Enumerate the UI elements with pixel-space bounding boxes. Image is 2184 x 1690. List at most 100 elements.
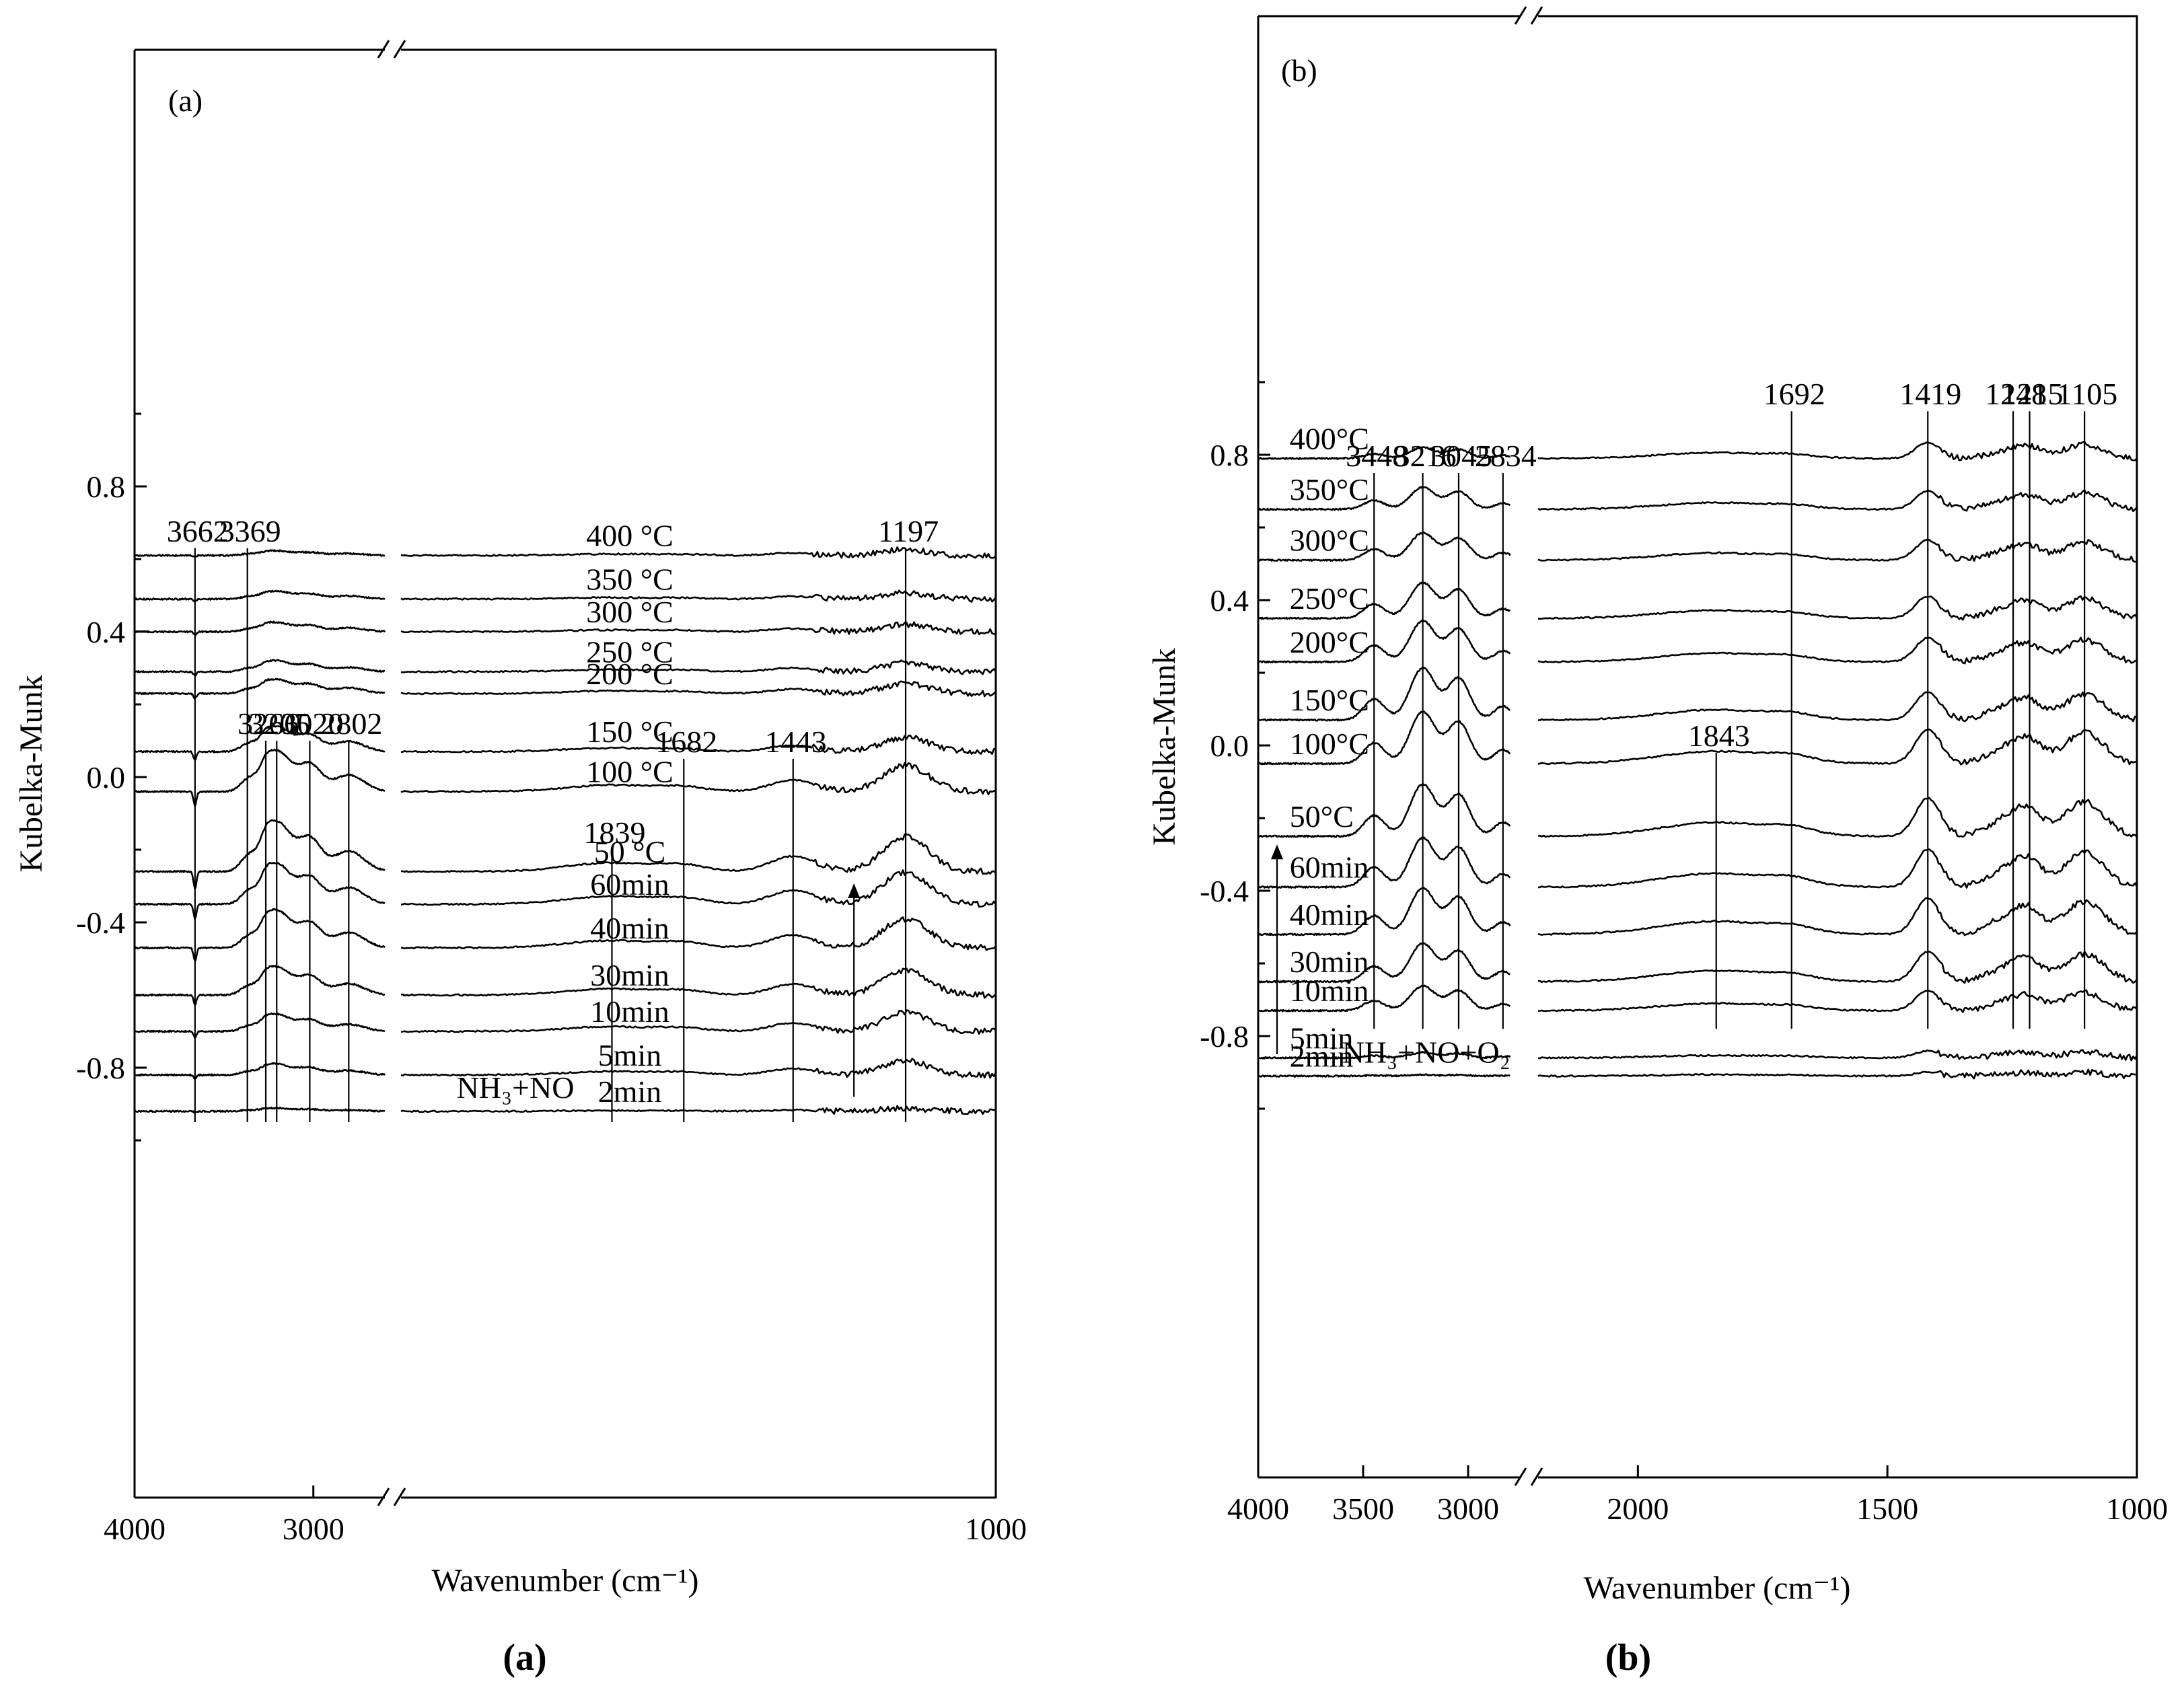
axis-frame-a bbox=[135, 48, 997, 1499]
series-label-a-13: 400 °C bbox=[586, 519, 674, 553]
spectrum-b-2-high bbox=[1258, 984, 1510, 1013]
y-axis-label-b: Kubelka-Munk bbox=[1146, 648, 1182, 845]
spectrum-b-8-high bbox=[1258, 666, 1510, 722]
series-label-a-5: 60min bbox=[590, 867, 669, 902]
spectrum-a-8-low bbox=[400, 735, 996, 755]
peak-label-a-6: 1839 bbox=[583, 815, 645, 850]
spectrum-b-5-low bbox=[1537, 848, 2138, 889]
spectrum-b-0-low bbox=[1537, 1068, 2138, 1080]
spectrum-a-0-low bbox=[400, 1105, 996, 1115]
series-label-a-7: 100 °C bbox=[586, 755, 674, 789]
x-tick-label-a-0: 4000 bbox=[104, 1512, 166, 1546]
spectrum-b-8-low bbox=[1537, 691, 2137, 723]
spectrum-b-0-high bbox=[1258, 1073, 1510, 1078]
series-label-b-5: 60min bbox=[1290, 850, 1369, 885]
x-tick-label-b-4: 1500 bbox=[1856, 1492, 1918, 1526]
caption-a: (a) bbox=[503, 1637, 546, 1679]
spectrum-a-4-high bbox=[134, 908, 386, 961]
y-tick-label-a-1: 0.4 bbox=[87, 615, 126, 649]
gas-label-b: NH₃+NO+O₂ bbox=[1342, 1035, 1510, 1069]
series-label-b-11: 300°C bbox=[1290, 523, 1369, 558]
peak-label-b-7: 1248 bbox=[1985, 377, 2047, 411]
series-label-b-7: 100°C bbox=[1290, 727, 1369, 761]
series-label-b-4: 40min bbox=[1290, 897, 1369, 932]
peak-label-a-3: 3205 bbox=[248, 706, 310, 741]
series-label-b-1: 5min bbox=[1290, 1021, 1354, 1055]
x-tick-label-a-1: 3000 bbox=[283, 1512, 344, 1546]
spectrum-a-1-high bbox=[134, 1062, 386, 1080]
peak-label-a-4: 3020 bbox=[281, 706, 343, 741]
series-label-a-11: 300 °C bbox=[586, 595, 674, 629]
spectrum-b-5-high bbox=[1258, 836, 1511, 889]
spectrum-a-12-low bbox=[400, 589, 997, 603]
y-tick-label-b-1: 0.4 bbox=[1210, 583, 1249, 618]
x-tick-label-a-2: 1000 bbox=[965, 1512, 1027, 1546]
series-label-b-9: 200°C bbox=[1290, 625, 1369, 659]
series-label-a-9: 200 °C bbox=[586, 657, 674, 691]
series-label-a-3: 30min bbox=[590, 958, 669, 992]
series-label-b-13: 400°C bbox=[1290, 421, 1369, 455]
gas-label-a: NH₃+NO bbox=[457, 1070, 575, 1105]
y-tick-label-b-3: -0.4 bbox=[1200, 874, 1249, 908]
spectrum-b-1-high bbox=[1258, 1051, 1511, 1060]
peak-label-b-5: 1692 bbox=[1763, 377, 1825, 411]
spectrum-a-7-high bbox=[134, 748, 386, 807]
spectrum-a-11-low bbox=[400, 621, 996, 636]
spectrum-b-12-low bbox=[1537, 489, 2138, 513]
x-tick-label-b-3: 2000 bbox=[1607, 1492, 1669, 1526]
spectrum-b-13-high bbox=[1258, 446, 1511, 460]
series-label-b-6: 50°C bbox=[1290, 799, 1354, 834]
spectrum-b-9-high bbox=[1258, 620, 1511, 664]
series-label-a-6: 50 °C bbox=[594, 834, 666, 869]
series-label-b-10: 250°C bbox=[1290, 581, 1369, 616]
spectrum-b-3-high bbox=[1258, 942, 1510, 984]
peak-label-b-6: 1419 bbox=[1899, 377, 1961, 411]
x-tick-label-b-1: 3500 bbox=[1332, 1492, 1394, 1526]
spectrum-b-13-low bbox=[1537, 441, 2138, 462]
y-axis-label-a: Kubelka-Munk bbox=[13, 675, 49, 872]
spectrum-a-5-low bbox=[400, 869, 997, 908]
axis-break-bottom-b bbox=[1514, 1467, 1543, 1486]
series-label-a-12: 350 °C bbox=[586, 562, 674, 596]
peak-label-a-1: 3369 bbox=[219, 514, 281, 548]
spectrum-a-13-high bbox=[134, 549, 386, 558]
spectrum-a-10-low bbox=[400, 659, 997, 675]
spectrum-b-7-low bbox=[1537, 728, 2137, 766]
peak-label-a-8: 1443 bbox=[765, 725, 827, 759]
peak-label-a-2: 3266 bbox=[238, 706, 299, 741]
chart-panel-b: (b) Kubelka-Munk Wavenumber (cm⁻¹) (b) 0… bbox=[1146, 6, 2168, 1679]
x-axis-label-b: Wavenumber (cm⁻¹) bbox=[1583, 1570, 1850, 1606]
peak-label-a-7: 1682 bbox=[655, 725, 717, 759]
spectrum-a-5-high bbox=[134, 861, 386, 920]
peak-label-b-9: 1105 bbox=[2057, 377, 2117, 411]
x-tick-label-b-0: 4000 bbox=[1227, 1492, 1289, 1526]
series-label-a-2: 10min bbox=[590, 994, 669, 1029]
x-tick-label-b-5: 1000 bbox=[2106, 1492, 2168, 1526]
panel-label-a: (a) bbox=[168, 83, 203, 118]
spectrum-a-2-high bbox=[134, 1012, 386, 1039]
series-label-b-2: 10min bbox=[1290, 973, 1369, 1008]
y-tick-label-b-0: 0.8 bbox=[1210, 438, 1249, 472]
spectrum-a-6-low bbox=[400, 833, 996, 875]
chart-panel-a: (a) Kubelka-Munk Wavenumber (cm⁻¹) (a) 0… bbox=[13, 40, 1027, 1679]
spectrum-a-8-high bbox=[134, 725, 386, 761]
y-tick-label-a-4: -0.8 bbox=[76, 1051, 125, 1085]
series-label-a-1: 5min bbox=[598, 1038, 662, 1072]
spectrum-a-9-high bbox=[134, 677, 386, 700]
spectrum-a-0-high bbox=[134, 1106, 386, 1114]
spectrum-b-6-low bbox=[1537, 797, 2138, 838]
x-tick-label-b-2: 3000 bbox=[1437, 1492, 1499, 1526]
series-label-b-12: 350°C bbox=[1290, 472, 1369, 507]
y-tick-label-a-0: 0.8 bbox=[87, 470, 126, 504]
spectrum-a-6-high bbox=[134, 819, 386, 889]
y-tick-label-b-2: 0.0 bbox=[1210, 729, 1249, 763]
spectrum-a-3-low bbox=[400, 967, 996, 999]
series-label-a-4: 40min bbox=[590, 911, 669, 945]
y-tick-label-b-4: -0.8 bbox=[1200, 1019, 1249, 1054]
spectrum-b-4-high bbox=[1258, 887, 1511, 936]
series-label-a-8: 150 °C bbox=[586, 714, 674, 749]
spectrum-b-12-high bbox=[1258, 486, 1511, 511]
series-label-a-10: 250 °C bbox=[586, 634, 674, 669]
spectrum-b-1-low bbox=[1537, 1049, 2138, 1062]
